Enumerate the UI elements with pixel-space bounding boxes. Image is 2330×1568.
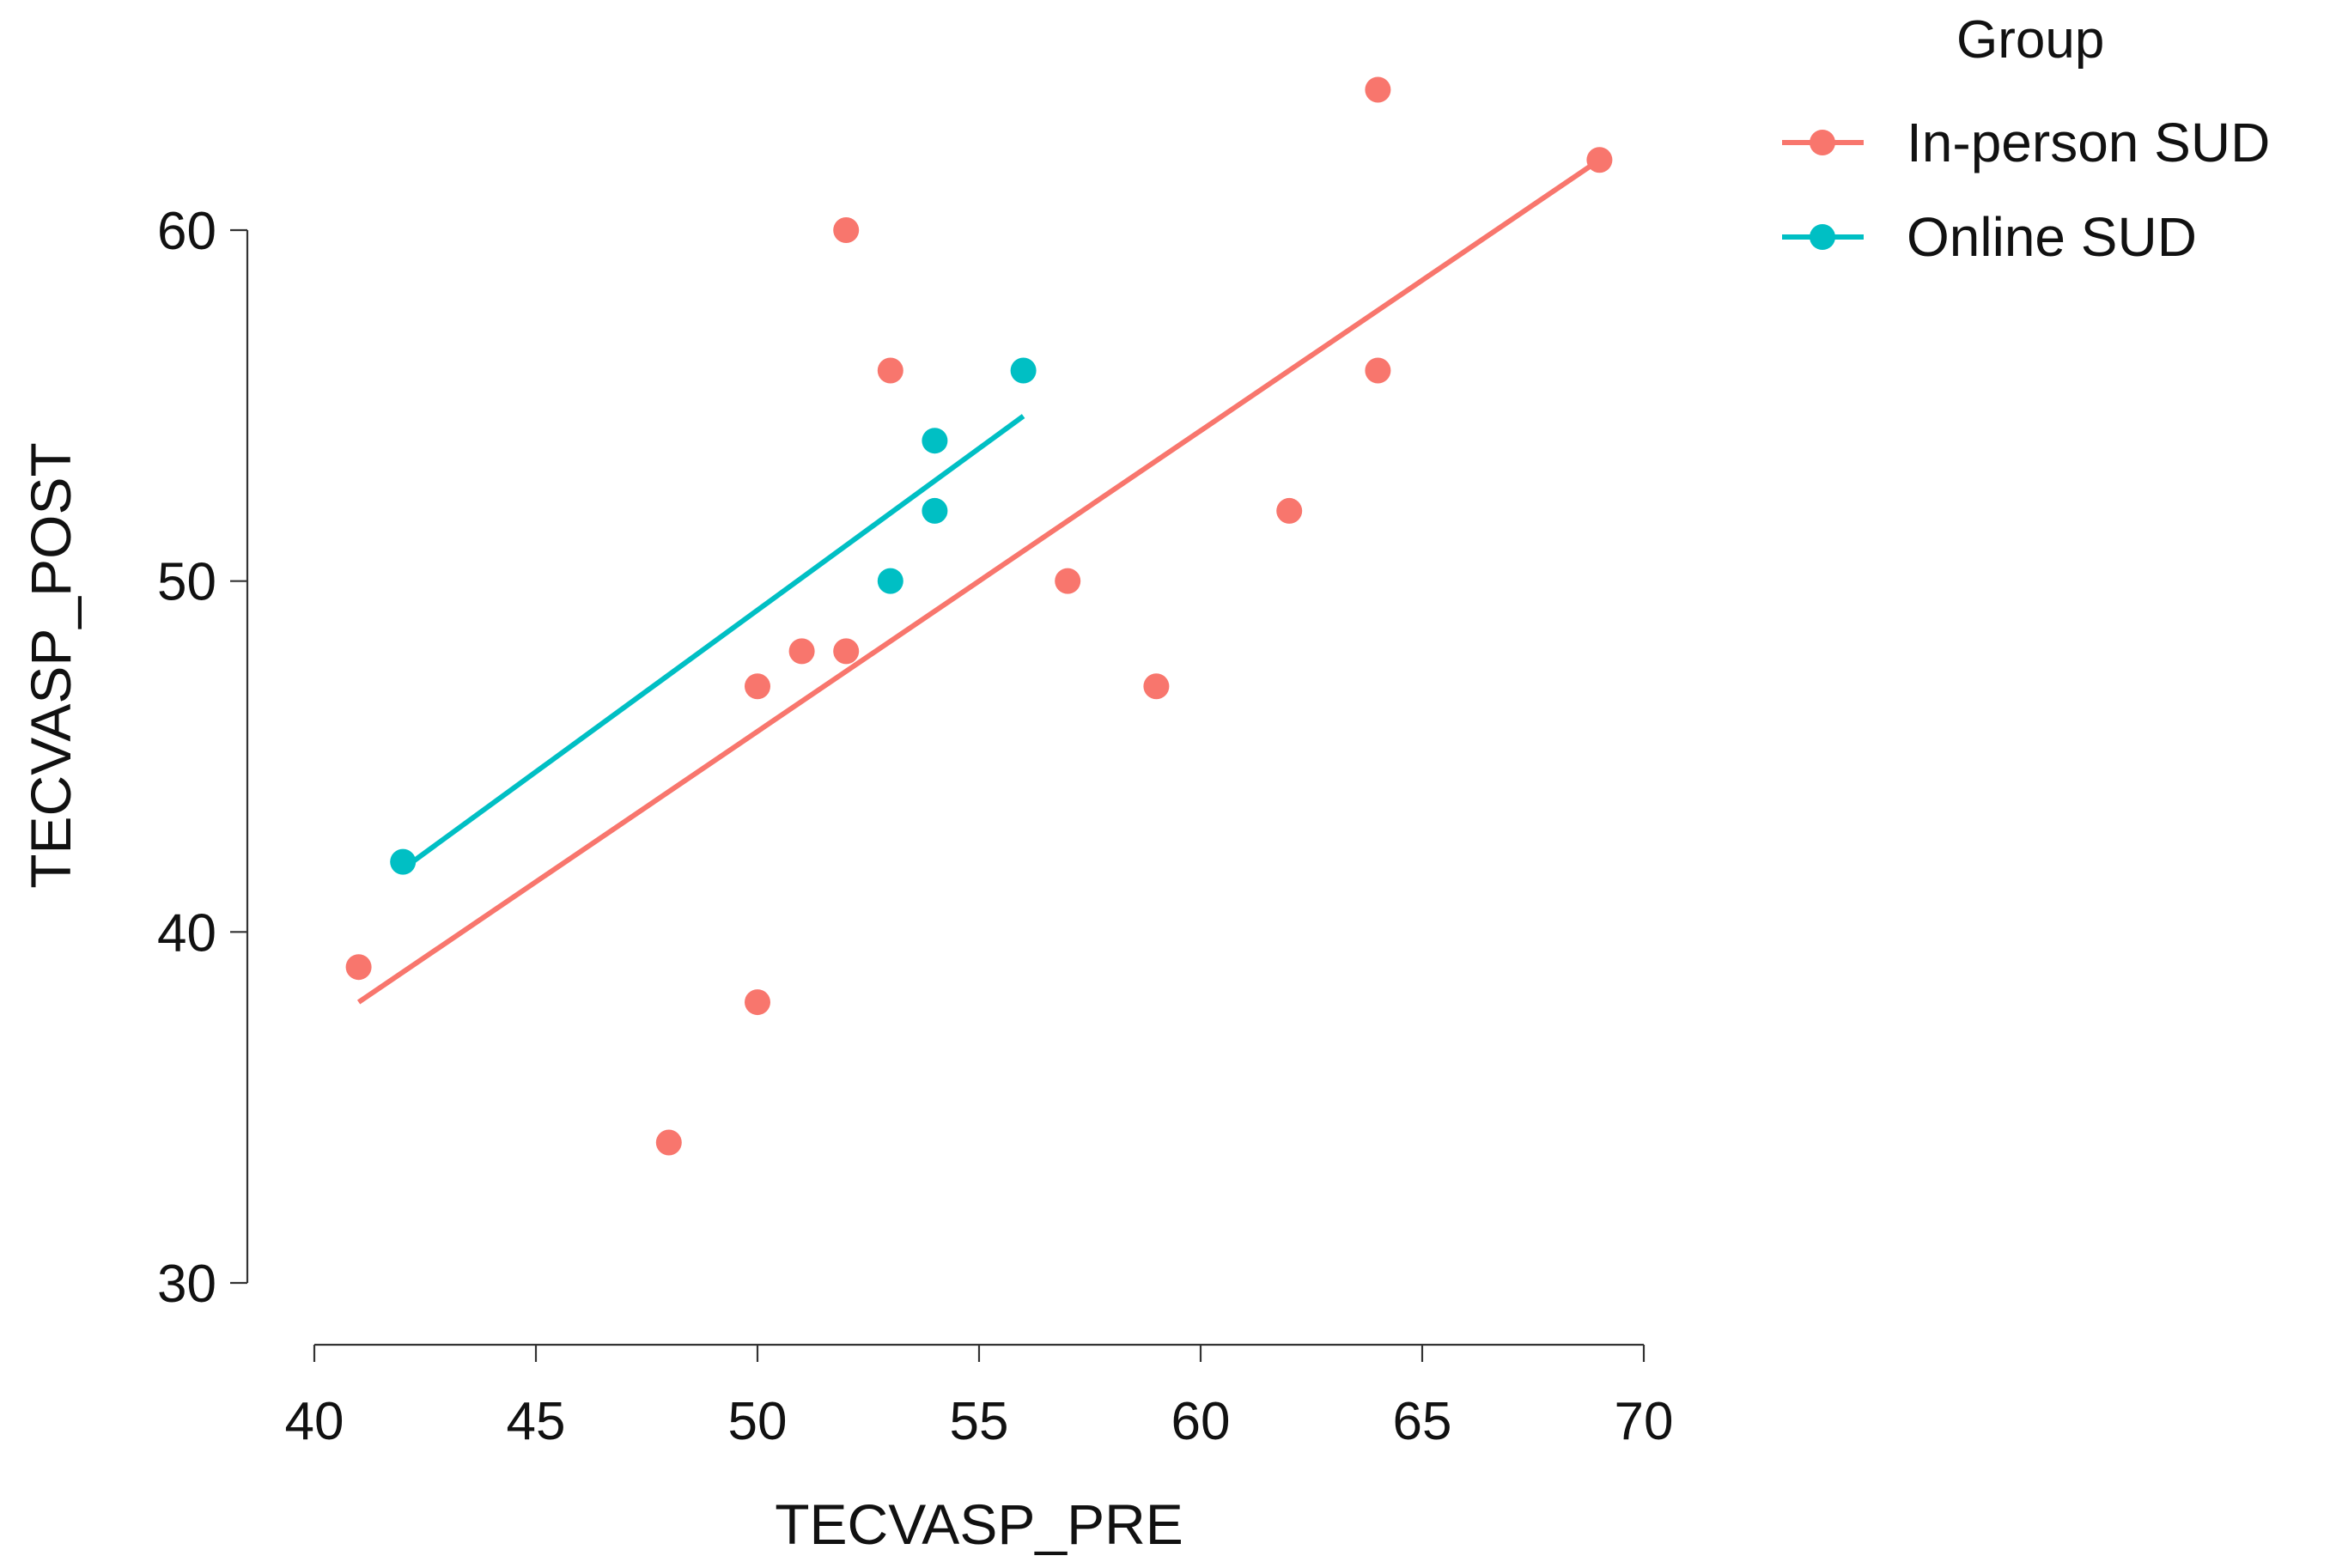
x-tick-label-60: 60 (1171, 1392, 1231, 1451)
fit-line-online-sud (401, 414, 1025, 872)
legend-item-online: Online SUD (1782, 206, 2197, 268)
y-tick-label-60: 60 (157, 202, 216, 261)
point-in-person-sud-9 (1143, 673, 1170, 700)
point-in-person-sud-8 (1055, 568, 1081, 594)
legend-marker-online (1810, 224, 1835, 250)
point-in-person-sud-13 (1586, 147, 1613, 173)
point-in-person-sud-3 (745, 673, 770, 700)
x-tick-label-40: 40 (285, 1392, 344, 1451)
x-tick-label-50: 50 (728, 1392, 788, 1451)
y-tick-label-50: 50 (157, 553, 216, 612)
x-tick-label-65: 65 (1393, 1392, 1452, 1451)
point-in-person-sud-2 (745, 989, 770, 1016)
legend: Group In-person SUD Online SUD (1782, 10, 2270, 268)
y-axis-title: TECVASP_POST (19, 442, 82, 889)
y-ticks: 30 40 50 60 (157, 202, 247, 1314)
legend-label-online: Online SUD (1907, 206, 2197, 268)
point-in-person-sud-0 (345, 954, 372, 981)
x-axis-title: TECVASP_PRE (775, 1492, 1183, 1556)
point-online-sud-4 (1010, 357, 1037, 384)
point-in-person-sud-5 (833, 638, 860, 665)
x-ticks: 40 45 50 55 60 65 70 (285, 1345, 1674, 1451)
fit-lines (356, 157, 1602, 1005)
legend-label-in-person: In-person SUD (1907, 112, 2270, 173)
x-tick-label-70: 70 (1615, 1392, 1674, 1451)
legend-marker-in-person (1810, 130, 1835, 155)
point-in-person-sud-6 (833, 217, 860, 243)
point-online-sud-1 (877, 568, 903, 594)
point-online-sud-3 (922, 428, 948, 454)
data-points (345, 76, 1613, 1156)
y-tick-label-40: 40 (157, 903, 216, 963)
point-in-person-sud-7 (877, 357, 903, 384)
fit-line-in-person-sud (356, 157, 1602, 1005)
legend-title: Group (1956, 10, 2104, 70)
point-in-person-sud-10 (1276, 497, 1303, 524)
point-in-person-sud-12 (1365, 76, 1391, 103)
point-in-person-sud-11 (1365, 357, 1391, 384)
x-tick-label-45: 45 (507, 1392, 566, 1451)
x-tick-label-55: 55 (950, 1392, 1009, 1451)
point-in-person-sud-4 (788, 638, 815, 665)
legend-item-in-person: In-person SUD (1782, 112, 2270, 173)
y-tick-label-30: 30 (157, 1255, 216, 1314)
point-in-person-sud-1 (655, 1129, 682, 1156)
point-online-sud-0 (390, 848, 417, 875)
point-online-sud-2 (922, 497, 948, 524)
